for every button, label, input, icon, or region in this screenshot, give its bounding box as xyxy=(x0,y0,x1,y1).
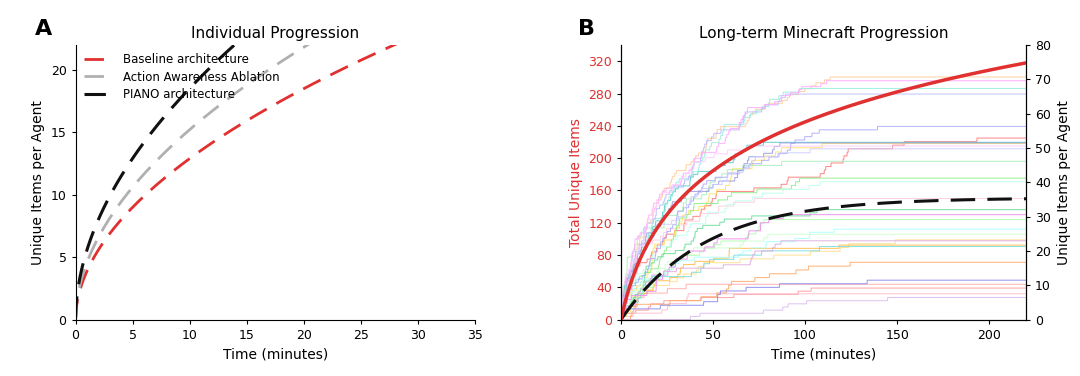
Action Awareness Ablation xyxy=(231,89,244,94)
Line: PIANO architecture: PIANO architecture xyxy=(76,0,475,318)
Title: Individual Progression: Individual Progression xyxy=(191,26,360,41)
Legend: Baseline architecture, Action Awareness Ablation, PIANO architecture: Baseline architecture, Action Awareness … xyxy=(81,51,282,103)
PIANO architecture xyxy=(245,27,258,32)
Baseline architecture xyxy=(469,8,482,13)
Baseline architecture xyxy=(69,316,82,320)
X-axis label: Time (minutes): Time (minutes) xyxy=(771,347,876,361)
Y-axis label: Unique Items per Agent: Unique Items per Agent xyxy=(1056,100,1070,265)
Line: Baseline architecture: Baseline architecture xyxy=(76,11,475,318)
Baseline architecture xyxy=(245,115,258,120)
PIANO architecture xyxy=(231,40,244,45)
Action Awareness Ablation xyxy=(343,18,356,22)
X-axis label: Time (minutes): Time (minutes) xyxy=(222,347,328,361)
Title: Long-term Minecraft Progression: Long-term Minecraft Progression xyxy=(699,26,948,41)
Text: B: B xyxy=(578,19,595,39)
Action Awareness Ablation xyxy=(69,316,82,320)
PIANO architecture xyxy=(69,315,82,320)
Baseline architecture xyxy=(343,63,356,68)
Baseline architecture xyxy=(231,124,244,129)
Text: A: A xyxy=(35,19,52,39)
Action Awareness Ablation xyxy=(110,206,123,211)
Baseline architecture xyxy=(381,46,394,50)
Y-axis label: Total Unique Items: Total Unique Items xyxy=(568,118,582,247)
Action Awareness Ablation xyxy=(381,0,394,2)
Line: Action Awareness Ablation: Action Awareness Ablation xyxy=(76,0,475,318)
Baseline architecture xyxy=(388,42,401,47)
Action Awareness Ablation xyxy=(245,79,258,84)
Baseline architecture xyxy=(110,223,123,227)
PIANO architecture xyxy=(110,182,123,186)
Y-axis label: Unique Items per Agent: Unique Items per Agent xyxy=(31,100,45,265)
